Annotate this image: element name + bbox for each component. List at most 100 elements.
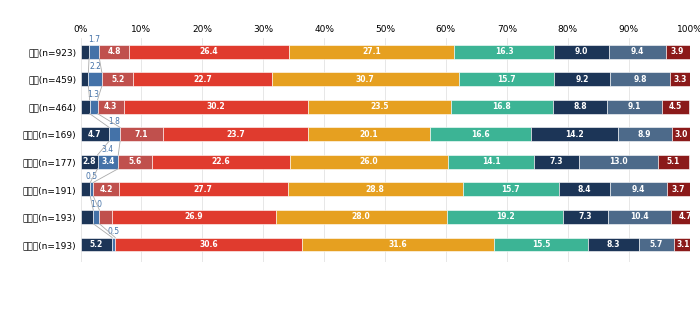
Bar <box>454 45 554 58</box>
Bar <box>672 127 690 141</box>
Text: 3.4: 3.4 <box>102 145 114 154</box>
Bar <box>163 127 308 141</box>
Bar <box>553 100 607 114</box>
Bar <box>116 238 302 251</box>
Text: 9.1: 9.1 <box>628 102 641 111</box>
Text: 4.2: 4.2 <box>99 185 113 194</box>
Text: 8.9: 8.9 <box>638 130 652 139</box>
Bar <box>494 238 589 251</box>
Bar <box>608 45 666 58</box>
Bar <box>531 127 617 141</box>
Text: 9.4: 9.4 <box>631 185 645 194</box>
Bar <box>89 45 99 58</box>
Text: 5.2: 5.2 <box>111 75 125 84</box>
Text: 27.1: 27.1 <box>363 47 382 56</box>
Text: 8.4: 8.4 <box>578 185 591 194</box>
Text: 3.9: 3.9 <box>671 47 685 56</box>
Bar <box>90 100 97 114</box>
Bar <box>97 100 124 114</box>
Text: 5.1: 5.1 <box>666 157 680 166</box>
Text: 13.0: 13.0 <box>609 157 628 166</box>
Text: 10.4: 10.4 <box>630 212 649 221</box>
Text: 22.7: 22.7 <box>193 75 212 84</box>
Bar <box>112 210 276 224</box>
Text: 4.7: 4.7 <box>679 212 692 221</box>
Bar <box>430 127 531 141</box>
Text: 3.7: 3.7 <box>671 185 685 194</box>
Text: 28.0: 28.0 <box>352 212 370 221</box>
Text: 30.6: 30.6 <box>199 240 218 249</box>
Text: 7.1: 7.1 <box>135 130 148 139</box>
Text: 30.7: 30.7 <box>356 75 375 84</box>
Text: 3.0: 3.0 <box>674 130 687 139</box>
Bar <box>559 182 610 196</box>
Bar <box>90 182 93 196</box>
Bar <box>129 45 289 58</box>
Text: 3.4: 3.4 <box>102 157 115 166</box>
Text: 9.0: 9.0 <box>575 47 588 56</box>
Bar <box>289 45 454 58</box>
Text: 1.8: 1.8 <box>108 117 120 126</box>
Text: 7.3: 7.3 <box>550 157 564 166</box>
Text: 14.1: 14.1 <box>482 157 500 166</box>
Text: 26.0: 26.0 <box>360 157 379 166</box>
Bar <box>308 127 430 141</box>
Text: 8.3: 8.3 <box>607 240 620 249</box>
Bar <box>610 72 670 86</box>
Bar <box>534 155 579 169</box>
Bar <box>120 127 163 141</box>
Bar <box>109 127 120 141</box>
Bar <box>610 182 667 196</box>
Text: 1.0: 1.0 <box>90 200 102 209</box>
Text: 23.5: 23.5 <box>370 102 388 111</box>
Text: 5.6: 5.6 <box>129 157 142 166</box>
Bar <box>554 72 610 86</box>
Text: 4.8: 4.8 <box>107 47 120 56</box>
Text: 15.7: 15.7 <box>497 75 516 84</box>
Text: 20.1: 20.1 <box>360 130 378 139</box>
Text: 7.3: 7.3 <box>579 212 592 221</box>
Text: 15.7: 15.7 <box>501 185 520 194</box>
Bar <box>119 182 288 196</box>
Bar <box>124 100 308 114</box>
Text: 3.1: 3.1 <box>676 240 690 249</box>
Text: 9.4: 9.4 <box>631 47 644 56</box>
Bar <box>80 72 88 86</box>
Text: 5.2: 5.2 <box>90 240 103 249</box>
Bar <box>134 72 272 86</box>
Bar <box>93 182 119 196</box>
Text: 27.7: 27.7 <box>194 185 213 194</box>
Text: 2.2: 2.2 <box>89 62 101 71</box>
Bar <box>97 155 118 169</box>
Text: 1.3: 1.3 <box>88 90 99 99</box>
Text: 16.8: 16.8 <box>493 102 511 111</box>
Bar <box>670 72 690 86</box>
Bar <box>102 72 134 86</box>
Text: 23.7: 23.7 <box>226 130 245 139</box>
Bar <box>666 45 690 58</box>
Bar <box>448 155 534 169</box>
Bar <box>88 72 102 86</box>
Text: 19.2: 19.2 <box>496 212 514 221</box>
Bar <box>458 72 554 86</box>
Bar <box>671 210 700 224</box>
Text: 4.5: 4.5 <box>669 102 682 111</box>
Bar <box>288 182 463 196</box>
Text: 16.6: 16.6 <box>471 130 490 139</box>
Bar <box>80 127 109 141</box>
Bar <box>579 155 658 169</box>
Bar <box>80 45 89 58</box>
Bar <box>673 238 692 251</box>
Text: 26.4: 26.4 <box>199 47 218 56</box>
Bar <box>290 155 448 169</box>
Bar <box>617 127 672 141</box>
Bar <box>662 100 690 114</box>
Text: 31.6: 31.6 <box>389 240 407 249</box>
Text: 0.5: 0.5 <box>108 228 120 236</box>
Bar <box>80 210 93 224</box>
Bar <box>451 100 553 114</box>
Bar <box>447 210 564 224</box>
Bar <box>554 45 608 58</box>
Text: 9.2: 9.2 <box>575 75 589 84</box>
Bar <box>118 155 153 169</box>
